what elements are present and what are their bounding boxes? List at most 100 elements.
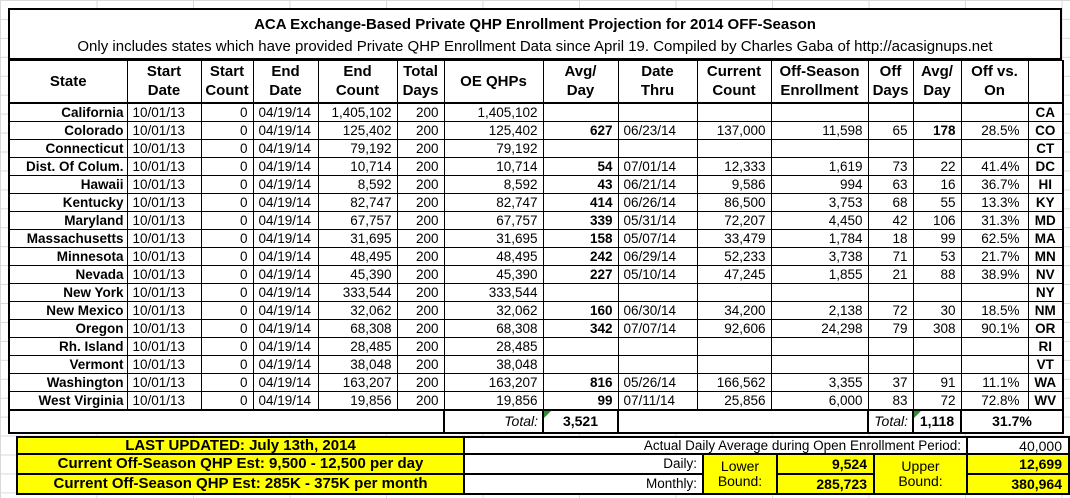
cell-state: Rh. Island — [8, 336, 128, 356]
cell-off_days: 72 — [867, 300, 914, 320]
cell-start_count: 0 — [200, 138, 254, 158]
col-header-off_avg_day: Avg/ Day — [912, 60, 962, 104]
cell-end_count: 67,757 — [317, 210, 398, 230]
cell-start_count: 0 — [200, 174, 254, 194]
cell-date_thru: 06/29/14 — [617, 246, 698, 266]
cell-state: West Virginia — [8, 390, 128, 410]
state-row: Maryland 10/01/13 0 04/19/14 67,757 200 67,757… — [8, 210, 1064, 230]
monthly-label: Monthly: — [465, 475, 704, 495]
cell-abbr: DC — [1027, 156, 1064, 176]
cell-abbr: MD — [1027, 210, 1064, 230]
cell-oe_qhps: 125,402 — [443, 120, 544, 140]
cell-off_days: 68 — [867, 192, 914, 212]
col-header-start_count: Start Count — [200, 60, 254, 104]
cell-current_count: 72,207 — [696, 210, 772, 230]
summary-section: LAST UPDATED: July 13th, 2014 Actual Dai… — [16, 436, 1070, 495]
cell-state: Oregon — [8, 318, 128, 338]
cell-date_thru: 05/07/14 — [617, 228, 698, 248]
cell-state: Maryland — [8, 210, 128, 230]
cell-off_days — [867, 354, 914, 374]
cell-total_days: 200 — [396, 102, 445, 122]
cell-current_count: 86,500 — [696, 192, 772, 212]
cell-start_count: 0 — [200, 246, 254, 266]
cell-start_date: 10/01/13 — [126, 264, 202, 284]
cell-start_date: 10/01/13 — [126, 138, 202, 158]
cell-off_season: 1,619 — [770, 156, 869, 176]
col-header-current_count: Current Count — [696, 60, 772, 104]
cell-off_days — [867, 282, 914, 302]
cell-off_avg_day: 178 — [912, 120, 962, 140]
daily-lower-value: 9,524 — [778, 455, 875, 475]
cell-avg_day: 627 — [542, 120, 619, 140]
cell-start_date: 10/01/13 — [126, 228, 202, 248]
cell-avg_day: 99 — [542, 390, 619, 410]
cell-avg_day — [542, 102, 619, 122]
cell-start_date: 10/01/13 — [126, 300, 202, 320]
cell-off_avg_day — [912, 282, 962, 302]
cell-start_count: 0 — [200, 282, 254, 302]
state-row: Connecticut 10/01/13 0 04/19/14 79,192 200 79,… — [8, 138, 1064, 158]
cell-total_days: 200 — [396, 210, 445, 230]
cell-total_days: 200 — [396, 192, 445, 212]
cell-off_season — [770, 336, 869, 356]
sheet-subtitle: Only includes states which have provided… — [77, 38, 993, 55]
oe-avg-total: 3,521 — [542, 408, 619, 434]
cell-end_date: 04/19/14 — [252, 120, 319, 140]
state-row: Massachusetts 10/01/13 0 04/19/14 31,695 200 3… — [8, 228, 1064, 248]
cell-off_vs_on: 41.4% — [960, 156, 1029, 176]
cell-off_season — [770, 138, 869, 158]
cell-start_date: 10/01/13 — [126, 210, 202, 230]
cell-end_count: 163,207 — [317, 372, 398, 392]
cell-off_vs_on — [960, 138, 1029, 158]
cell-start_date: 10/01/13 — [126, 372, 202, 392]
cell-state: Minnesota — [8, 246, 128, 266]
cell-off_season: 3,355 — [770, 372, 869, 392]
cell-avg_day: 43 — [542, 174, 619, 194]
state-row: New Mexico 10/01/13 0 04/19/14 32,062 200 32,0… — [8, 300, 1064, 320]
state-row: Oregon 10/01/13 0 04/19/14 68,308 200 68,308 34… — [8, 318, 1064, 338]
cell-off_avg_day: 55 — [912, 192, 962, 212]
cell-avg_day: 54 — [542, 156, 619, 176]
cell-current_count: 9,586 — [696, 174, 772, 194]
cell-avg_day — [542, 336, 619, 356]
cell-off_avg_day: 88 — [912, 264, 962, 284]
cell-abbr: KY — [1027, 192, 1064, 212]
cell-start_date: 10/01/13 — [126, 390, 202, 410]
cell-end_date: 04/19/14 — [252, 264, 319, 284]
cell-state: Hawaii — [8, 174, 128, 194]
cell-end_date: 04/19/14 — [252, 174, 319, 194]
enrollment-table: State Start Date Start Count End Date End Co… — [8, 60, 1064, 434]
cell-off_vs_on: 11.1% — [960, 372, 1029, 392]
cell-oe_qhps: 45,390 — [443, 264, 544, 284]
cell-start_count: 0 — [200, 264, 254, 284]
cell-end_date: 04/19/14 — [252, 228, 319, 248]
cell-start_count: 0 — [200, 336, 254, 356]
totals-row: Total: 3,521 Total: 1,118 31.7% — [8, 408, 1064, 434]
cell-off_days: 71 — [867, 246, 914, 266]
cell-date_thru: 05/31/14 — [617, 210, 698, 230]
cell-off_days — [867, 336, 914, 356]
cell-start_date: 10/01/13 — [126, 282, 202, 302]
cell-date_thru: 06/21/14 — [617, 174, 698, 194]
cell-start_count: 0 — [200, 354, 254, 374]
cell-abbr: CA — [1027, 102, 1064, 122]
oe-avg-total-value: 3,521 — [562, 412, 599, 429]
cell-state: Kentucky — [8, 192, 128, 212]
state-row: West Virginia 10/01/13 0 04/19/14 19,856 200 1… — [8, 390, 1064, 410]
cell-current_count: 92,606 — [696, 318, 772, 338]
cell-state: Nevada — [8, 264, 128, 284]
col-header-start_date: Start Date — [126, 60, 202, 104]
state-row: Minnesota 10/01/13 0 04/19/14 48,495 200 48,49… — [8, 246, 1064, 266]
cell-oe_qhps: 19,856 — [443, 390, 544, 410]
cell-end_count: 31,695 — [317, 228, 398, 248]
col-header-off_days: Off Days — [867, 60, 914, 104]
col-header-oe_qhps: OE QHPs — [443, 60, 544, 104]
cell-off_season: 3,753 — [770, 192, 869, 212]
cell-off_season — [770, 354, 869, 374]
title-box: ACA Exchange-Based Private QHP Enrollmen… — [8, 8, 1062, 60]
cell-off_avg_day — [912, 138, 962, 158]
col-header-abbr — [1027, 60, 1064, 104]
cell-current_count — [696, 282, 772, 302]
cell-off_vs_on — [960, 336, 1029, 356]
oe-total-label: Total: — [443, 408, 544, 434]
